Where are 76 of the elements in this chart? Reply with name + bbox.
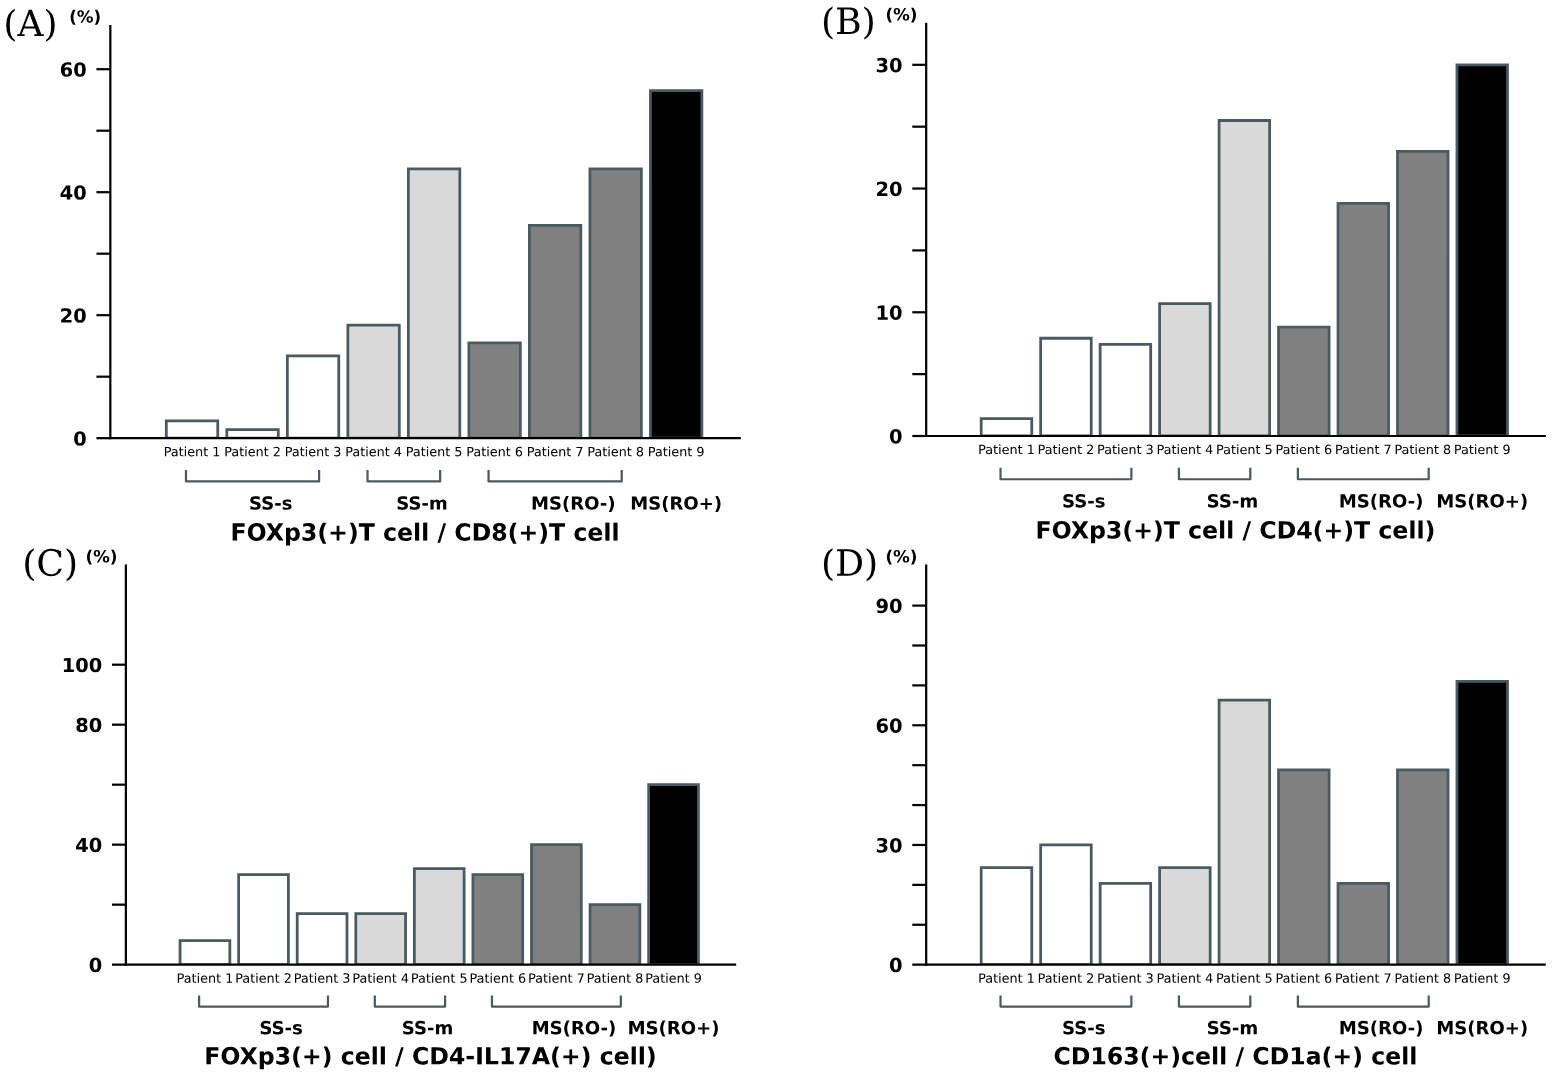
bar bbox=[979, 417, 1034, 436]
text: SS-m bbox=[403, 1020, 452, 1035]
bar bbox=[1336, 202, 1390, 436]
bar bbox=[1098, 881, 1153, 965]
y-axis-title: (%) bbox=[886, 7, 916, 23]
y-axis-title: (%) bbox=[886, 549, 916, 565]
x-axis-title: CD163(+)cell / CD1a(+) cell bbox=[1054, 1046, 1416, 1068]
y-tick-label: 10 bbox=[877, 305, 902, 320]
y-tick-label: 0 bbox=[889, 957, 902, 973]
text: SS-m bbox=[1208, 494, 1257, 508]
text: SS-s bbox=[1063, 494, 1105, 508]
x-axis-title: FOXp3(+)T cell / CD8(+)T cell bbox=[232, 522, 618, 546]
text: MS(RO-) bbox=[1340, 1020, 1422, 1037]
bar bbox=[164, 419, 220, 439]
bar bbox=[528, 224, 583, 439]
text: SS-s bbox=[1063, 1020, 1105, 1035]
bar bbox=[1217, 119, 1272, 436]
y-tick-label: 90 bbox=[876, 598, 902, 614]
text: SS-s bbox=[250, 496, 292, 510]
y-tick-label: 60 bbox=[876, 718, 902, 733]
bar bbox=[237, 873, 290, 965]
y-axis-title: (%) bbox=[70, 9, 100, 25]
y-axis-title: (%) bbox=[86, 549, 117, 565]
chart-title: (C) bbox=[25, 548, 76, 582]
y-tick-label: 40 bbox=[76, 837, 102, 853]
bar bbox=[346, 323, 401, 439]
bar bbox=[1039, 336, 1093, 436]
bar bbox=[467, 341, 522, 439]
bar bbox=[588, 903, 642, 965]
bar bbox=[1277, 768, 1331, 965]
y-tick-label: 100 bbox=[63, 657, 102, 673]
bar bbox=[406, 167, 462, 439]
bar bbox=[1158, 302, 1212, 436]
bar bbox=[412, 867, 466, 965]
bar bbox=[1277, 325, 1331, 436]
text: MS(RO+) bbox=[629, 1020, 718, 1037]
y-tick-label: 80 bbox=[76, 717, 102, 733]
y-tick-label: 40 bbox=[60, 185, 86, 200]
y-tick-label: 20 bbox=[877, 181, 902, 197]
x-axis-title: FOXp3(+)T cell / CD4(+)T cell) bbox=[1037, 520, 1434, 544]
text: SS-m bbox=[397, 496, 447, 510]
bar bbox=[354, 912, 407, 965]
text: MS(RO-) bbox=[1340, 493, 1422, 510]
y-tick-label: 60 bbox=[60, 62, 86, 77]
bar bbox=[225, 428, 280, 439]
y-tick-label: 30 bbox=[876, 837, 902, 853]
chart-title: (A) bbox=[6, 8, 55, 42]
text: MS(RO-) bbox=[533, 1020, 615, 1037]
text: MS(RO-) bbox=[532, 495, 615, 512]
x-axis-title: FOXp3(+) cell / CD4-IL17A(+) cell) bbox=[206, 1046, 655, 1070]
y-tick-label: 20 bbox=[61, 308, 86, 323]
y-tick-label: 0 bbox=[889, 428, 902, 444]
bar bbox=[295, 912, 349, 965]
bar bbox=[979, 866, 1034, 965]
y-tick-label: 0 bbox=[89, 957, 102, 973]
bar bbox=[1396, 150, 1450, 436]
bar bbox=[471, 873, 525, 965]
chart-title: (D) bbox=[823, 548, 876, 582]
text: MS(RO+) bbox=[631, 495, 721, 512]
text: SS-m bbox=[1208, 1020, 1257, 1035]
bar bbox=[285, 354, 341, 439]
bar bbox=[588, 167, 643, 439]
y-tick-label: 30 bbox=[876, 57, 902, 73]
text: MS(RO+) bbox=[1437, 493, 1527, 510]
bar bbox=[1039, 843, 1093, 965]
chart-title: (B) bbox=[823, 6, 873, 40]
text: SS-s bbox=[260, 1020, 302, 1035]
bar bbox=[1217, 698, 1272, 965]
bar bbox=[1396, 768, 1450, 965]
bar bbox=[178, 939, 232, 965]
bar bbox=[530, 843, 583, 965]
text: MS(RO+) bbox=[1437, 1020, 1527, 1037]
bar bbox=[1158, 866, 1212, 965]
bar bbox=[1098, 343, 1153, 436]
y-tick-label: 0 bbox=[74, 431, 86, 446]
bar bbox=[1336, 881, 1390, 965]
